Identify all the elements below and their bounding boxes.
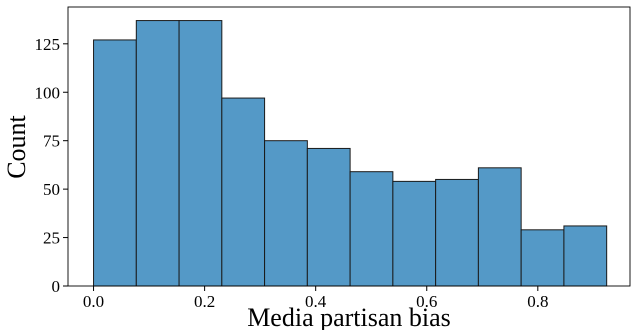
histogram-bar xyxy=(306,147,351,287)
histogram-bar xyxy=(93,39,137,287)
x-axis-ticks: 0.0 0.2 0.4 0.6 0.8 xyxy=(83,286,548,311)
x-tick-label: 0.6 xyxy=(416,292,437,311)
histogram-bar xyxy=(435,178,479,287)
histogram-bar xyxy=(264,140,308,287)
histogram-bar xyxy=(178,20,223,287)
y-tick-label: 0 xyxy=(52,277,61,296)
x-tick-label: 0.0 xyxy=(83,292,104,311)
histogram-bar xyxy=(135,20,180,287)
x-tick-label: 0.2 xyxy=(194,292,215,311)
y-tick-label: 125 xyxy=(35,35,61,54)
y-tick-label: 75 xyxy=(43,132,60,151)
histogram-bar xyxy=(392,180,437,287)
y-axis-ticks: 0 25 50 75 100 125 xyxy=(35,35,68,296)
y-tick-label: 25 xyxy=(43,229,60,248)
histogram-bar xyxy=(520,229,565,287)
histogram-bar xyxy=(477,167,522,287)
histogram-bar xyxy=(563,225,608,287)
plot-frame xyxy=(67,6,631,287)
x-tick-label: 0.8 xyxy=(527,292,548,311)
bars-group xyxy=(93,20,608,287)
y-tick-label: 100 xyxy=(35,83,61,102)
histogram-bar xyxy=(221,97,266,287)
y-tick-label: 50 xyxy=(43,180,60,199)
histogram-bar xyxy=(349,171,394,287)
y-axis-title: Count xyxy=(2,114,31,178)
x-axis-title: Media partisan bias xyxy=(247,303,451,330)
x-tick-label: 0.4 xyxy=(305,292,327,311)
